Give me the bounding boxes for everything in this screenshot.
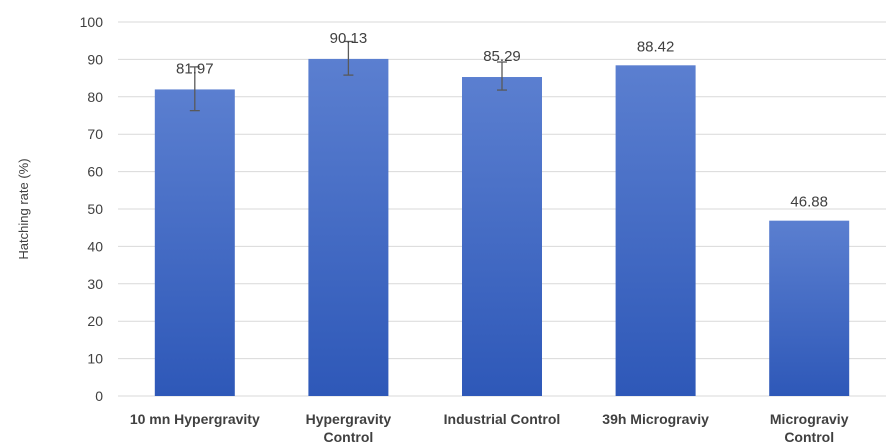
y-tick-label: 50 [87, 201, 103, 217]
x-tick-label: Hypergravity [306, 411, 392, 427]
y-tick-label: 20 [87, 313, 103, 329]
y-tick-label: 0 [95, 388, 103, 404]
value-label: 88.42 [637, 38, 675, 55]
y-tick-label: 70 [87, 126, 103, 142]
y-axis-title: Hatching rate (%) [16, 158, 31, 259]
x-tick-label: 10 mn Hypergravity [130, 411, 260, 427]
x-tick-label: Micrograviy [770, 411, 849, 427]
error-bar [497, 61, 507, 91]
y-axis-ticks: 0 10 20 30 40 50 60 70 80 90 100 [80, 14, 104, 404]
x-tick-label: Industrial Control [444, 411, 561, 427]
value-label: 81.97 [176, 60, 214, 77]
x-tick-label: Control [324, 429, 374, 445]
x-tick-label: 39h Micrograviy [602, 411, 709, 427]
bar [769, 220, 850, 396]
bars [154, 58, 850, 397]
y-tick-label: 10 [87, 351, 103, 367]
y-tick-label: 40 [87, 238, 103, 254]
error-bar [189, 66, 200, 112]
y-tick-label: 90 [87, 51, 103, 67]
value-label: 85.29 [483, 48, 521, 65]
x-axis-labels: 10 mn Hypergravity Hypergravity Control Ind… [130, 411, 849, 445]
y-tick-label: 60 [87, 164, 103, 180]
bar [308, 58, 389, 397]
y-tick-label: 80 [87, 89, 103, 105]
bar [154, 89, 235, 397]
value-label: 90.13 [330, 30, 368, 47]
y-tick-label: 100 [80, 14, 104, 30]
error-bar [343, 40, 354, 76]
bar [462, 77, 542, 397]
x-tick-label: Control [784, 429, 834, 445]
bar [615, 65, 696, 396]
value-labels: 81.97 90.13 85.29 88.42 46.88 [176, 30, 828, 211]
value-label: 46.88 [790, 194, 828, 211]
error-bars [189, 40, 507, 112]
y-tick-label: 30 [87, 276, 103, 292]
